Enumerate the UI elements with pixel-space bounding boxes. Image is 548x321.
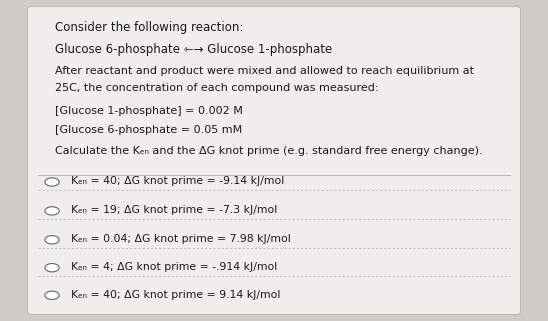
Circle shape [45,291,59,299]
Text: [Glucose 6-phosphate = 0.05 mM: [Glucose 6-phosphate = 0.05 mM [55,125,242,135]
Text: After reactant and product were mixed and allowed to reach equilibrium at: After reactant and product were mixed an… [55,66,474,76]
Circle shape [45,178,59,186]
Text: [Glucose 1-phosphate] = 0.002 M: [Glucose 1-phosphate] = 0.002 M [55,106,243,116]
Text: Kₑₙ = 19; ΔG knot prime = -7.3 kJ/mol: Kₑₙ = 19; ΔG knot prime = -7.3 kJ/mol [71,205,277,215]
Text: Kₑₙ = 4; ΔG knot prime = -.914 kJ/mol: Kₑₙ = 4; ΔG knot prime = -.914 kJ/mol [71,262,277,272]
Text: Glucose 6-phosphate ⇽→ Glucose 1-phosphate: Glucose 6-phosphate ⇽→ Glucose 1-phospha… [55,43,332,56]
Text: Kₑₙ = 40; ΔG knot prime = 9.14 kJ/mol: Kₑₙ = 40; ΔG knot prime = 9.14 kJ/mol [71,290,281,299]
Text: Kₑₙ = 0.04; ΔG knot prime = 7.98 kJ/mol: Kₑₙ = 0.04; ΔG knot prime = 7.98 kJ/mol [71,234,291,244]
Circle shape [45,264,59,272]
Circle shape [45,207,59,215]
Text: Consider the following reaction:: Consider the following reaction: [55,21,243,34]
Circle shape [45,236,59,244]
Text: 25C, the concentration of each compound was measured:: 25C, the concentration of each compound … [55,83,378,93]
Text: Calculate the Kₑₙ and the ΔG knot prime (e.g. standard free energy change).: Calculate the Kₑₙ and the ΔG knot prime … [55,146,482,156]
FancyBboxPatch shape [27,6,521,315]
Text: Kₑₙ = 40; ΔG knot prime = -9.14 kJ/mol: Kₑₙ = 40; ΔG knot prime = -9.14 kJ/mol [71,176,284,186]
